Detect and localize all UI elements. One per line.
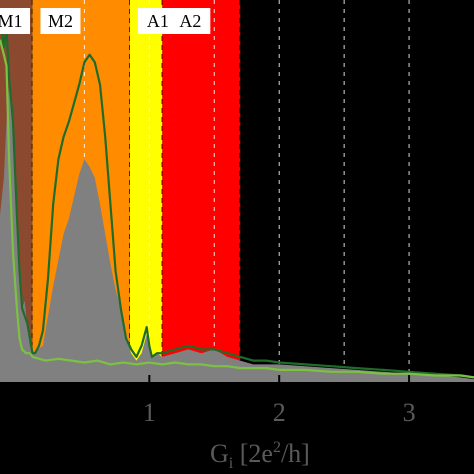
region-label-box [170,8,211,34]
series-layer [0,9,474,383]
x-tick-label-2: 2 [273,398,286,427]
x-axis-label: Gi [2e2/h] [210,439,310,472]
region-band-a1 [129,0,163,383]
x-axis-label-main: G [210,439,229,468]
region-label-m1: M1 [0,11,23,31]
x-tick-label-3: 3 [403,398,416,427]
region-label-box [40,8,81,34]
x-ticks-layer: 1 2 3 [143,375,416,427]
series-area-0 [0,84,474,383]
region-band-a2 [162,0,241,383]
series-line-2 [0,39,474,379]
region-label-a2: A2 [179,11,201,31]
region-labels-layer: M1 M2 A1 A2 [0,8,211,34]
series-line-1 [0,9,474,379]
x-tick-label-1: 1 [143,398,156,427]
x-axis-label-sub: i [229,455,234,472]
x-axis-label-unit-pre: [2e [233,439,273,468]
region-label-m2: M2 [48,11,73,31]
x-axis-label-unit-sup: 2 [273,439,281,456]
x-axis-label-unit-post: /h] [281,439,310,468]
region-label-a1: A1 [147,11,169,31]
region-label-box [0,8,30,34]
